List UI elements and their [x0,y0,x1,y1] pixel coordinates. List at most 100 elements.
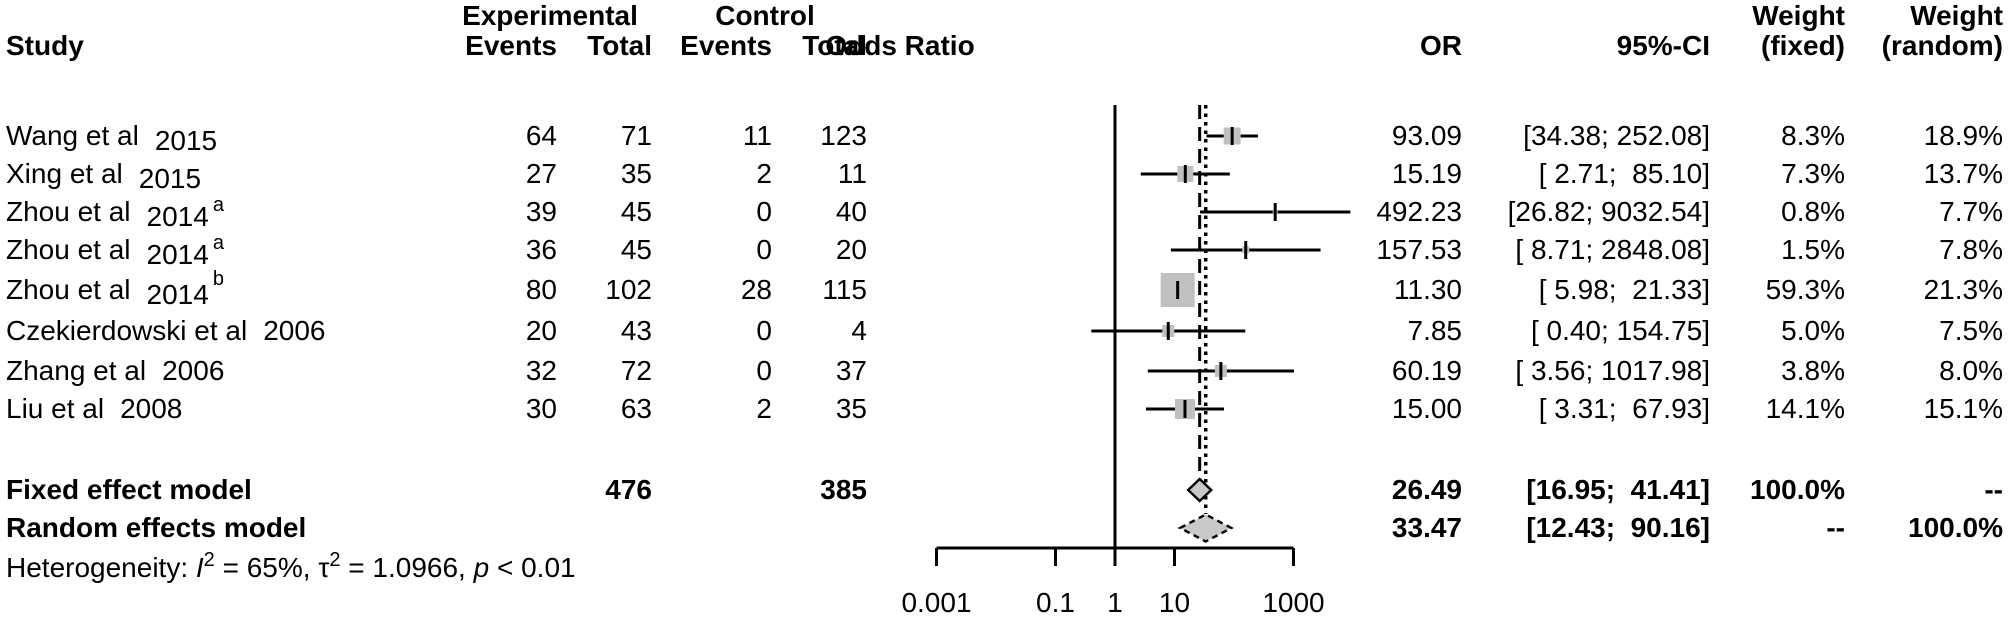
study-label: Liu et al 2008 [6,390,182,428]
total-experimental: 45 [620,234,652,265]
axis-tick-label: 1 [1107,587,1123,618]
total-experimental: 71 [620,120,652,151]
heterogeneity-segment: Heterogeneity: [6,552,196,583]
heterogeneity-segment: 2 [203,549,215,571]
heterogeneity-segment: τ [318,552,330,583]
study-name: Zhou et al [6,196,131,227]
events-experimental: 30 [525,393,557,424]
summary-or: 26.49 [1391,474,1462,505]
events-experimental: 27 [525,158,557,189]
axis-tick-label: 1000 [1262,587,1324,618]
header-odds-ratio: Odds Ratio [825,30,975,61]
random-model-row: Random effects model 33.47 [12.43; 90.16] -… [0,509,2008,547]
study-label: Zhou et al 2014 a [6,193,224,232]
summary-total-experimental: 476 [605,474,652,505]
events-control: 0 [756,315,772,346]
study-label: Zhou et al 2014 b [6,268,224,310]
total-control: 40 [835,196,867,227]
axis-tick-label: 10 [1159,587,1190,618]
header-study: Study [6,30,84,61]
header-weight-fixed-top: Weight [1752,0,1845,31]
weight-fixed-value: 3.8% [1781,355,1845,386]
total-experimental: 63 [620,393,652,424]
study-superscript: a [212,232,224,254]
weight-fixed-value: 0.8% [1781,196,1845,227]
study-year: 2014 [146,279,209,310]
study-superscript: b [212,268,224,290]
study-row: Xing et al 2015 27 35 2 11 15.19 [ 2.71; 85.10]… [0,155,2008,194]
events-experimental: 20 [525,315,557,346]
total-control: 4 [851,315,867,346]
study-label: Czekierdowski et al 2006 [6,312,326,350]
ci-value: [ 0.40; 154.75] [1530,315,1710,346]
study-row: Liu et al 2008 30 63 2 35 15.00 [ 3.31; 67.93] 1… [0,390,2008,428]
weight-fixed-value: 8.3% [1781,120,1845,151]
header-row-group: Experimental Control Weight Weight [0,0,2008,35]
fixed-model-label: Fixed effect model [6,474,252,505]
study-row: Czekierdowski et al 2006 20 43 0 4 7.85 [ 0.40;… [0,312,2008,350]
or-value: 7.85 [1407,315,1463,346]
study-label: Xing et al 2015 [6,155,201,194]
study-row: Zhou et al 2014 a 39 45 0 40 492.23 [26.82; 9032… [0,193,2008,232]
heterogeneity-segment: = 1.0966, [340,552,474,583]
heterogeneity-segment: = 65%, [214,552,319,583]
events-experimental: 80 [525,274,557,305]
header-control: Control [715,0,815,31]
events-control: 0 [756,355,772,386]
events-control: 11 [742,120,772,151]
header-95ci: 95%-CI [1616,30,1710,61]
study-year: 2008 [120,393,183,424]
study-row: Zhou et al 2014 a 36 45 0 20 157.53 [ 8.71; 2848… [0,231,2008,270]
summary-weight-fixed: 100.0% [1750,474,1845,505]
header-events-experimental: Events [465,30,557,61]
header-events-control: Events [680,30,772,61]
weight-random-value: 7.7% [1939,196,2003,227]
total-control: 20 [835,234,867,265]
total-control: 35 [835,393,867,424]
or-value: 157.53 [1376,234,1462,265]
total-control: 11 [837,158,867,189]
study-row: Zhang et al 2006 32 72 0 37 60.19 [ 3.56; 1017.… [0,352,2008,390]
heterogeneity-segment: p [473,552,490,583]
study-name: Zhang et al [6,355,147,386]
or-value: 15.19 [1391,158,1462,189]
heterogeneity-segment: < 0.01 [489,552,576,583]
weight-random-value: 13.7% [1923,158,2003,189]
header-weight-random: (random) [1881,30,2003,61]
study-superscript: a [212,194,224,216]
study-year: 2014 [146,201,209,232]
weight-random-value: 7.8% [1939,234,2003,265]
study-year: 2015 [138,163,202,194]
axis-tick-label: 0.001 [901,587,971,618]
study-year: 2006 [162,355,225,386]
weight-random-value: 15.1% [1923,393,2003,424]
total-experimental: 72 [620,355,652,386]
study-label: Zhang et al 2006 [6,352,224,390]
total-experimental: 102 [605,274,652,305]
header-total-experimental: Total [587,30,652,61]
header-weight-fixed: (fixed) [1761,30,1845,61]
study-year: 2006 [263,315,326,346]
ci-value: [ 3.31; 67.93] [1538,393,1710,424]
study-label: Zhou et al 2014 a [6,231,224,270]
ci-value: [34.38; 252.08] [1523,120,1710,151]
study-name: Wang et al [6,120,139,151]
weight-fixed-value: 59.3% [1765,274,1845,305]
study-year: 2015 [154,125,218,156]
total-experimental: 43 [620,315,652,346]
study-year: 2014 [146,239,209,270]
total-control: 123 [820,120,867,151]
total-experimental: 35 [620,158,652,189]
weight-fixed-value: 14.1% [1765,393,1845,424]
events-control: 2 [756,393,772,424]
heterogeneity-segment: I [195,552,204,583]
total-experimental: 45 [620,196,652,227]
weight-random-value: 8.0% [1939,355,2003,386]
summary-weight-fixed: -- [1826,512,1845,543]
header-row-columns: Study Events Total Events Total Odds Rat… [0,27,2008,65]
header-experimental: Experimental [462,0,638,31]
axis-tick-label: 0.1 [1036,587,1075,618]
fixed-effect-diamond [1186,477,1213,503]
or-value: 93.09 [1391,120,1462,151]
